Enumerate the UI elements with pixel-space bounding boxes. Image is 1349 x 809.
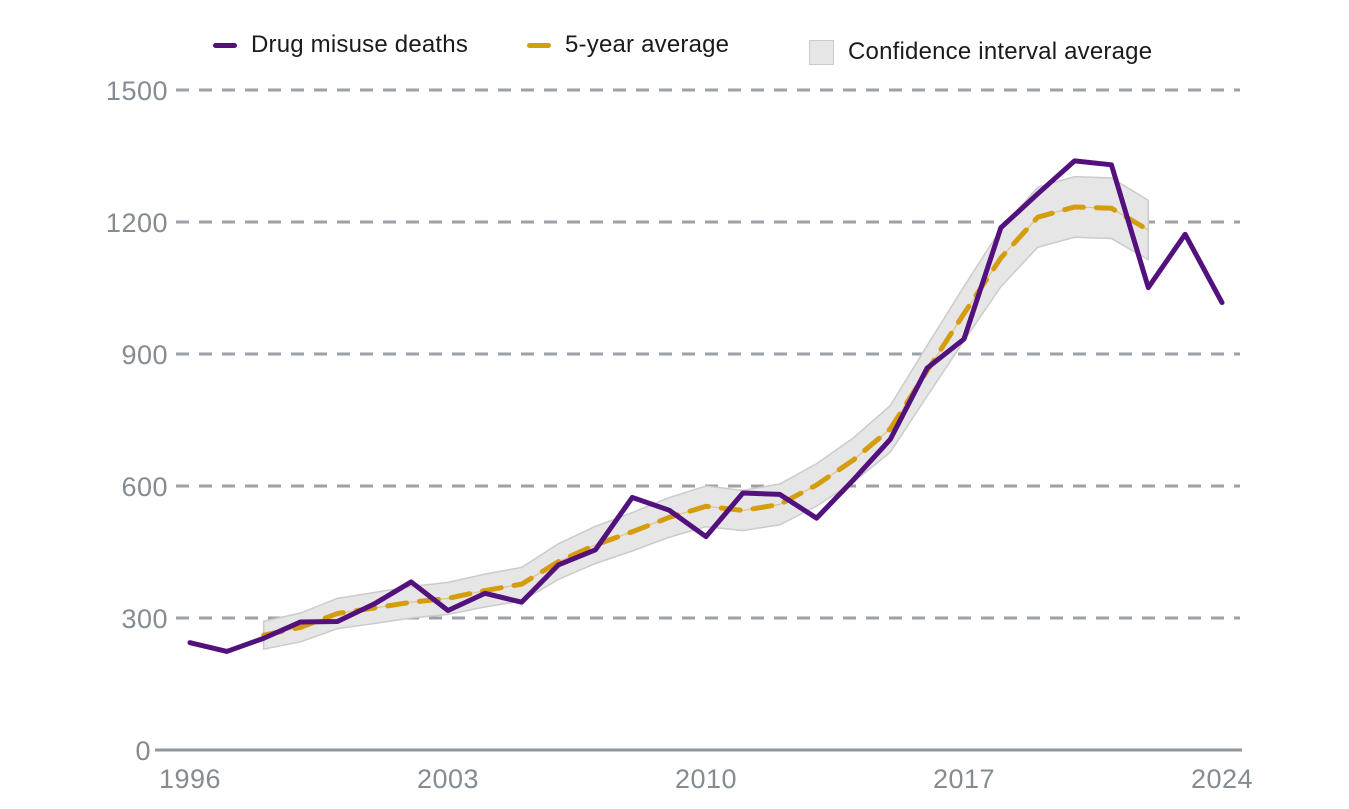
average-line [261, 204, 1151, 638]
y-tick-label: 900 [121, 340, 168, 370]
x-tick-label: 1996 [159, 764, 221, 794]
legend-label-5-year-average: 5-year average [565, 31, 730, 58]
average-line-swatch-icon [527, 42, 551, 48]
x-tick-label: 2024 [1191, 764, 1253, 794]
x-tick-label: 2017 [933, 764, 995, 794]
x-tick-label: 2010 [675, 764, 737, 794]
legend-item-confidence-interval: Confidence interval average [809, 38, 1152, 66]
confidence-band-area [262, 175, 1150, 651]
y-tick-label: 1200 [106, 208, 168, 238]
legend-label-confidence-interval: Confidence interval average [848, 38, 1153, 65]
x-tick-label: 2003 [417, 764, 479, 794]
y-tick-label: 1500 [106, 76, 168, 106]
legend-item-drug-misuse-deaths: Drug misuse deaths [213, 31, 468, 59]
y-tick-label: 0 [135, 736, 151, 766]
confidence-band-swatch-icon [809, 39, 834, 65]
deaths-line [187, 158, 1225, 654]
legend-item-5-year-average: 5-year average [527, 31, 729, 59]
y-tick-label: 600 [121, 472, 168, 502]
legend-label-drug-misuse-deaths: Drug misuse deaths [251, 31, 469, 58]
deaths-line-swatch-icon [213, 42, 237, 48]
y-tick-label: 300 [121, 604, 168, 634]
